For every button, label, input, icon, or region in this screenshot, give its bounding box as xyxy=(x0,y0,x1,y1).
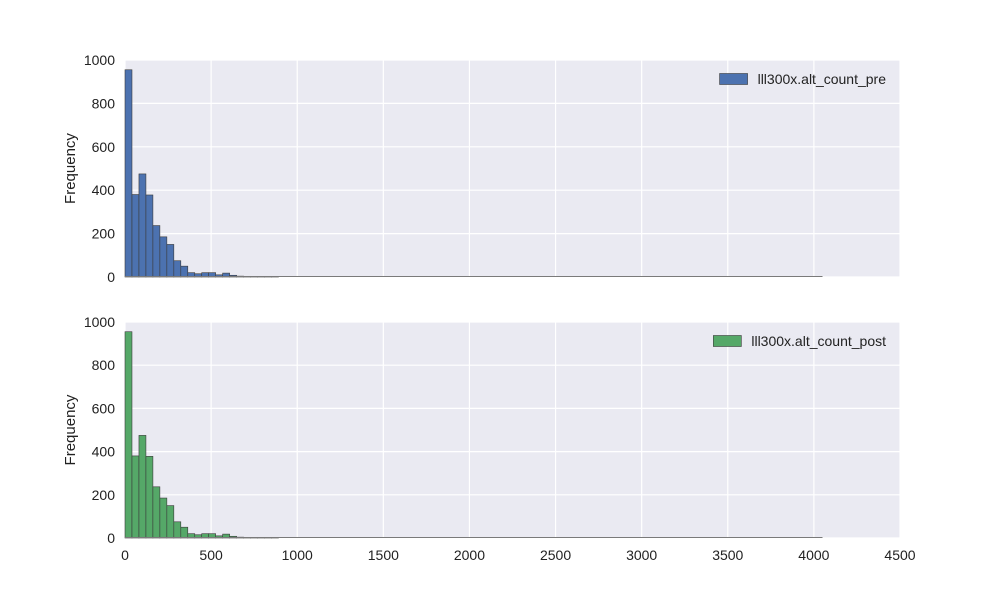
histogram-bar xyxy=(152,225,161,278)
histogram-bar xyxy=(159,497,168,539)
legend-swatch xyxy=(713,335,742,347)
y-tick-label: 800 xyxy=(92,357,116,373)
x-tick-label: 500 xyxy=(199,547,223,563)
histogram-bar xyxy=(131,194,140,278)
histogram-bar xyxy=(173,260,182,278)
y-tick-label: 200 xyxy=(92,226,116,242)
histogram-bar xyxy=(145,456,154,539)
top-histogram-panel: 0 200 400 600 800 1000 Frequency lll300x.alt_co… xyxy=(62,52,901,285)
x-tick-label: 3500 xyxy=(712,547,743,563)
histogram-bar xyxy=(124,331,133,539)
histogram-bar xyxy=(138,173,147,278)
y-tick-label: 600 xyxy=(92,400,116,416)
y-tick-label: 600 xyxy=(92,139,116,155)
histogram-bar xyxy=(173,521,182,539)
bottom-histogram-panel: 0 200 400 600 800 1000 0 500 1000 1500 2000 2500 300… xyxy=(62,314,916,563)
histogram-bar xyxy=(124,69,133,278)
y-tick-label: 400 xyxy=(92,444,116,460)
y-axis-label: Frequency xyxy=(62,133,79,204)
x-tick-label: 4000 xyxy=(798,547,829,563)
y-tick-label: 200 xyxy=(92,487,116,503)
x-tick-label: 1000 xyxy=(282,547,313,563)
y-tick-label: 1000 xyxy=(84,314,115,330)
plot-background xyxy=(125,60,900,277)
histogram-bar xyxy=(131,455,140,539)
y-tick-label: 0 xyxy=(107,269,115,285)
x-tick-label: 4500 xyxy=(884,547,915,563)
legend-swatch xyxy=(719,73,748,85)
histogram-bar xyxy=(180,265,189,278)
histogram-bar xyxy=(180,526,189,539)
plot-background xyxy=(125,322,900,538)
y-tick-label: 1000 xyxy=(84,52,115,68)
x-tick-label: 2000 xyxy=(454,547,485,563)
y-tick-label: 400 xyxy=(92,182,116,198)
x-tick-label: 3000 xyxy=(626,547,657,563)
histogram-bar xyxy=(166,505,175,539)
x-tick-label: 1500 xyxy=(368,547,399,563)
x-tick-label: 2500 xyxy=(540,547,571,563)
histogram-bar xyxy=(166,244,175,278)
histogram-bar xyxy=(152,486,161,539)
histogram-bar xyxy=(138,435,147,539)
legend-label: lll300x.alt_count_pre xyxy=(758,71,887,87)
x-tick-label: 0 xyxy=(121,547,129,563)
y-axis-label: Frequency xyxy=(62,394,79,465)
legend-label: lll300x.alt_count_post xyxy=(751,333,886,349)
histogram-bar xyxy=(145,194,154,278)
y-tick-label: 800 xyxy=(92,95,116,111)
histogram-bar xyxy=(159,236,168,278)
y-tick-label: 0 xyxy=(107,530,115,546)
